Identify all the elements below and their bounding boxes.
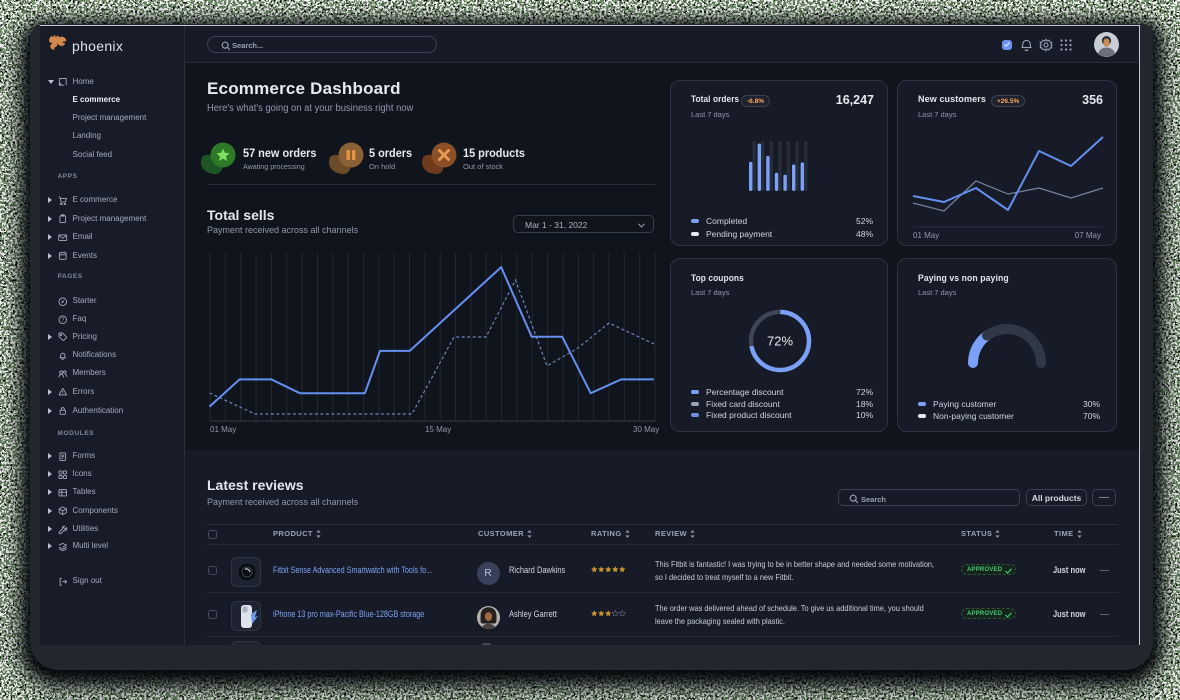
svg-text:72%: 72% [767, 333, 793, 348]
svg-text:?: ? [61, 317, 64, 323]
